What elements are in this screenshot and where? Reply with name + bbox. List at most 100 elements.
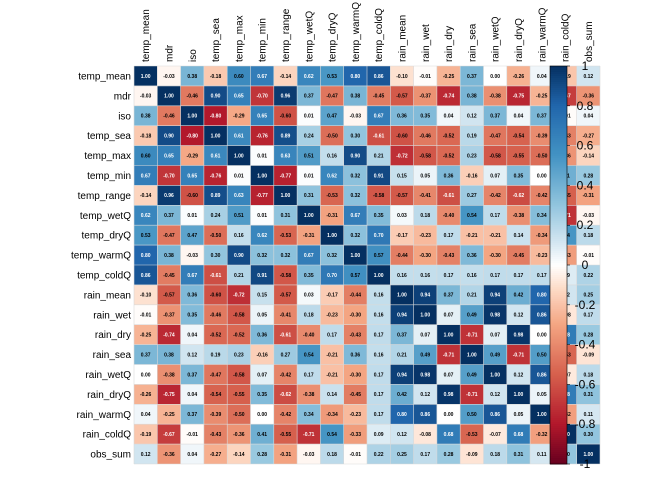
heatmap-cell [203, 284, 228, 305]
colorbar-segment [550, 450, 567, 453]
colorbar-segment [550, 235, 567, 238]
cell-value-label: -0.23 [420, 233, 432, 239]
cell-value-label: -0.36 [233, 432, 245, 438]
heatmap-cell [250, 165, 274, 186]
cell-value-label: -0.23 [326, 313, 338, 319]
heatmap-cell [134, 66, 158, 86]
cell-value-label: -0.29 [233, 114, 245, 120]
colorbar-segment [550, 199, 567, 202]
heatmap-cell [180, 324, 204, 345]
heatmap-cell [273, 304, 298, 325]
row-label: temp_sea [87, 131, 131, 142]
cell-value-label: 0.38 [164, 352, 174, 358]
heatmap-cell [390, 165, 414, 186]
cell-value-label: -0.31 [303, 233, 315, 239]
cell-value-label: -0.43 [350, 332, 362, 338]
cell-value-label: 0.51 [234, 213, 244, 219]
colorbar-segment [550, 382, 567, 385]
colorbar-segment [550, 420, 567, 423]
cell-value-label: 0.17 [374, 372, 384, 378]
column-label: temp_wetQ [304, 11, 315, 62]
cell-value-label: 0.67 [257, 74, 267, 80]
cell-value-label: 0.50 [537, 352, 547, 358]
cell-value-label: 0.07 [444, 372, 454, 378]
cell-value-label: 0.51 [304, 153, 314, 159]
heatmap-cell [134, 225, 158, 246]
heatmap-cell [134, 105, 158, 126]
colorbar-segment [550, 233, 567, 236]
colorbar-segment [550, 161, 567, 165]
column-label: mdr [164, 44, 175, 62]
cell-value-label: -0.39 [210, 412, 222, 418]
heatmap-cell [250, 105, 274, 126]
row-label: temp_max [84, 151, 131, 162]
heatmap-cell [436, 66, 461, 86]
colorbar-segment [550, 165, 567, 168]
heatmap-cell [390, 225, 414, 246]
cell-value-label: 0.62 [257, 233, 267, 239]
heatmap-cell [576, 384, 600, 405]
heatmap-cell [343, 324, 367, 345]
colorbar-segment [550, 187, 567, 190]
colorbar-segment [550, 286, 567, 290]
heatmap-cell [273, 205, 298, 226]
heatmap-cell [460, 145, 484, 166]
colorbar-segment [550, 97, 567, 101]
heatmap-cell [367, 225, 391, 246]
cell-value-label: -0.14 [233, 452, 245, 458]
cell-value-label: 0.67 [304, 253, 314, 259]
colorbar-segment [550, 400, 567, 403]
colorbar-segment [550, 213, 567, 216]
cell-value-label: -0.46 [187, 94, 199, 100]
colorbar-segment [550, 149, 567, 153]
heatmap-cell [203, 105, 228, 126]
heatmap-cell [436, 245, 461, 265]
cell-value-label: 0.57 [374, 253, 384, 259]
cell-value-label: 0.01 [304, 173, 314, 179]
cell-value-label: 0.05 [420, 173, 430, 179]
heatmap-cell [576, 125, 600, 146]
cell-value-label: 0.01 [304, 114, 314, 120]
colorbar-segment [550, 203, 567, 206]
cell-value-label: -0.42 [280, 412, 292, 418]
colorbar-tick-label: -1 [580, 457, 591, 471]
cell-value-label: 0.37 [304, 94, 314, 100]
heatmap-cell [134, 364, 158, 385]
cell-value-label: -0.55 [513, 153, 525, 159]
colorbar-segment [550, 211, 567, 214]
heatmap-cell [250, 324, 274, 345]
cell-value-label: -0.31 [583, 193, 595, 199]
colorbar-segment [550, 378, 567, 381]
cell-value-label: -0.41 [420, 193, 432, 199]
cell-value-label: 0.21 [467, 293, 477, 299]
colorbar-segment [550, 113, 567, 117]
cell-value-label: 0.37 [141, 352, 151, 358]
colorbar-segment [550, 181, 567, 184]
heatmap-cell [390, 145, 414, 166]
heatmap-cell [367, 404, 391, 425]
colorbar-segment [550, 288, 567, 292]
row-label: rain_warmQ [77, 410, 132, 421]
colorbar-segment [550, 456, 567, 459]
cell-value-label: -0.54 [513, 133, 525, 139]
cell-value-label: -0.67 [163, 432, 175, 438]
colorbar-segment [550, 376, 567, 379]
column-label: temp_warmQ [351, 2, 362, 62]
colorbar-segment [550, 410, 567, 413]
cell-value-label: 0.16 [234, 233, 244, 239]
cell-value-label: -0.61 [373, 133, 385, 139]
heatmap-cell [297, 324, 321, 345]
heatmap-cell [250, 344, 274, 365]
cell-value-label: 0.63 [234, 193, 244, 199]
cell-value-label: -0.38 [303, 392, 315, 398]
column-label: temp_max [234, 15, 245, 62]
cell-value-label: -0.60 [396, 133, 408, 139]
cell-value-label: 0.50 [467, 412, 477, 418]
heatmap-cell [390, 245, 414, 265]
cell-value-label: 0.12 [397, 432, 407, 438]
cell-value-label: 0.28 [583, 173, 593, 179]
heatmap-cell [157, 284, 181, 305]
cell-value-label: 0.34 [304, 412, 314, 418]
column-label: rain_dryQ [514, 18, 525, 62]
heatmap-cell [483, 284, 507, 305]
